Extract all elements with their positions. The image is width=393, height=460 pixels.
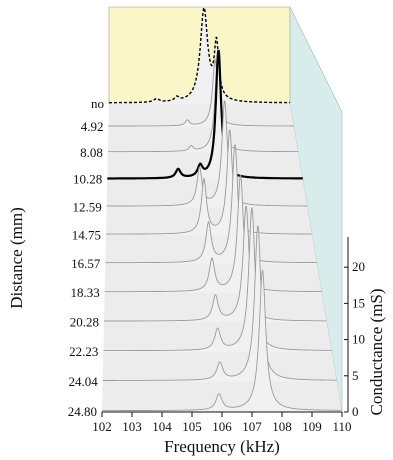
- z-tick-label: 0: [352, 404, 359, 419]
- z-tick-label: 5: [352, 368, 359, 383]
- distance-tick-label: 20.28: [70, 314, 99, 329]
- distance-tick-label: 22.23: [69, 344, 98, 359]
- distance-tick-label: 24.04: [68, 374, 98, 389]
- spectrum-line: [102, 226, 337, 381]
- x-axis-title: Frequency (kHz): [164, 437, 280, 456]
- x-tick-label: 110: [332, 419, 351, 434]
- x-tick-label: 105: [182, 419, 202, 434]
- spectrum-line: [104, 174, 322, 293]
- distance-tick-label: 8.08: [80, 145, 103, 160]
- x-tick-label: 104: [152, 419, 172, 434]
- x-tick-label: 102: [92, 419, 112, 434]
- x-tick-label: 103: [122, 419, 142, 434]
- curve-fill: [105, 145, 318, 265]
- z-tick-label: 20: [352, 259, 365, 274]
- distance-tick-label: 14.75: [72, 227, 101, 242]
- spectrum-line: [107, 49, 303, 180]
- spectrum-line: [104, 205, 327, 322]
- spectrum-line: [108, 57, 294, 127]
- distance-tick-label: 18.33: [70, 285, 99, 300]
- y-axis-title: Distance (mm): [7, 207, 26, 309]
- x-tick-label: 107: [242, 419, 262, 434]
- z-tick-label: 10: [352, 332, 365, 347]
- spectrum-line: [109, 6, 290, 104]
- spectrum-line: [102, 269, 342, 412]
- spectrum-line: [106, 100, 308, 207]
- distance-tick-label: 24.80: [68, 404, 97, 419]
- distance-tick-label: 4.92: [81, 119, 104, 134]
- distance-tick-label: 12.59: [72, 199, 101, 214]
- spectrum-line: [107, 51, 299, 153]
- spectra: [102, 6, 342, 412]
- distance-tick-label: 10.28: [73, 172, 102, 187]
- spectrum-line: [106, 129, 313, 235]
- spectrum-line: [105, 144, 317, 264]
- z-axis-title: Conductance (mS): [367, 289, 386, 416]
- z-tick-label: 15: [352, 295, 365, 310]
- distance-tick-label: 16.57: [71, 256, 101, 271]
- distance-labels: no 4.92 8.08 10.28 12.59 14.75 16.57 18.33 20.28…: [68, 96, 104, 419]
- curve-fill: [104, 174, 322, 294]
- x-tick-label: 109: [302, 419, 322, 434]
- curve-fill: [104, 206, 327, 323]
- distance-tick-label: no: [91, 96, 104, 111]
- x-tick-label: 108: [272, 419, 292, 434]
- x-tick-label: 106: [212, 419, 232, 434]
- spectrum-line: [103, 207, 332, 352]
